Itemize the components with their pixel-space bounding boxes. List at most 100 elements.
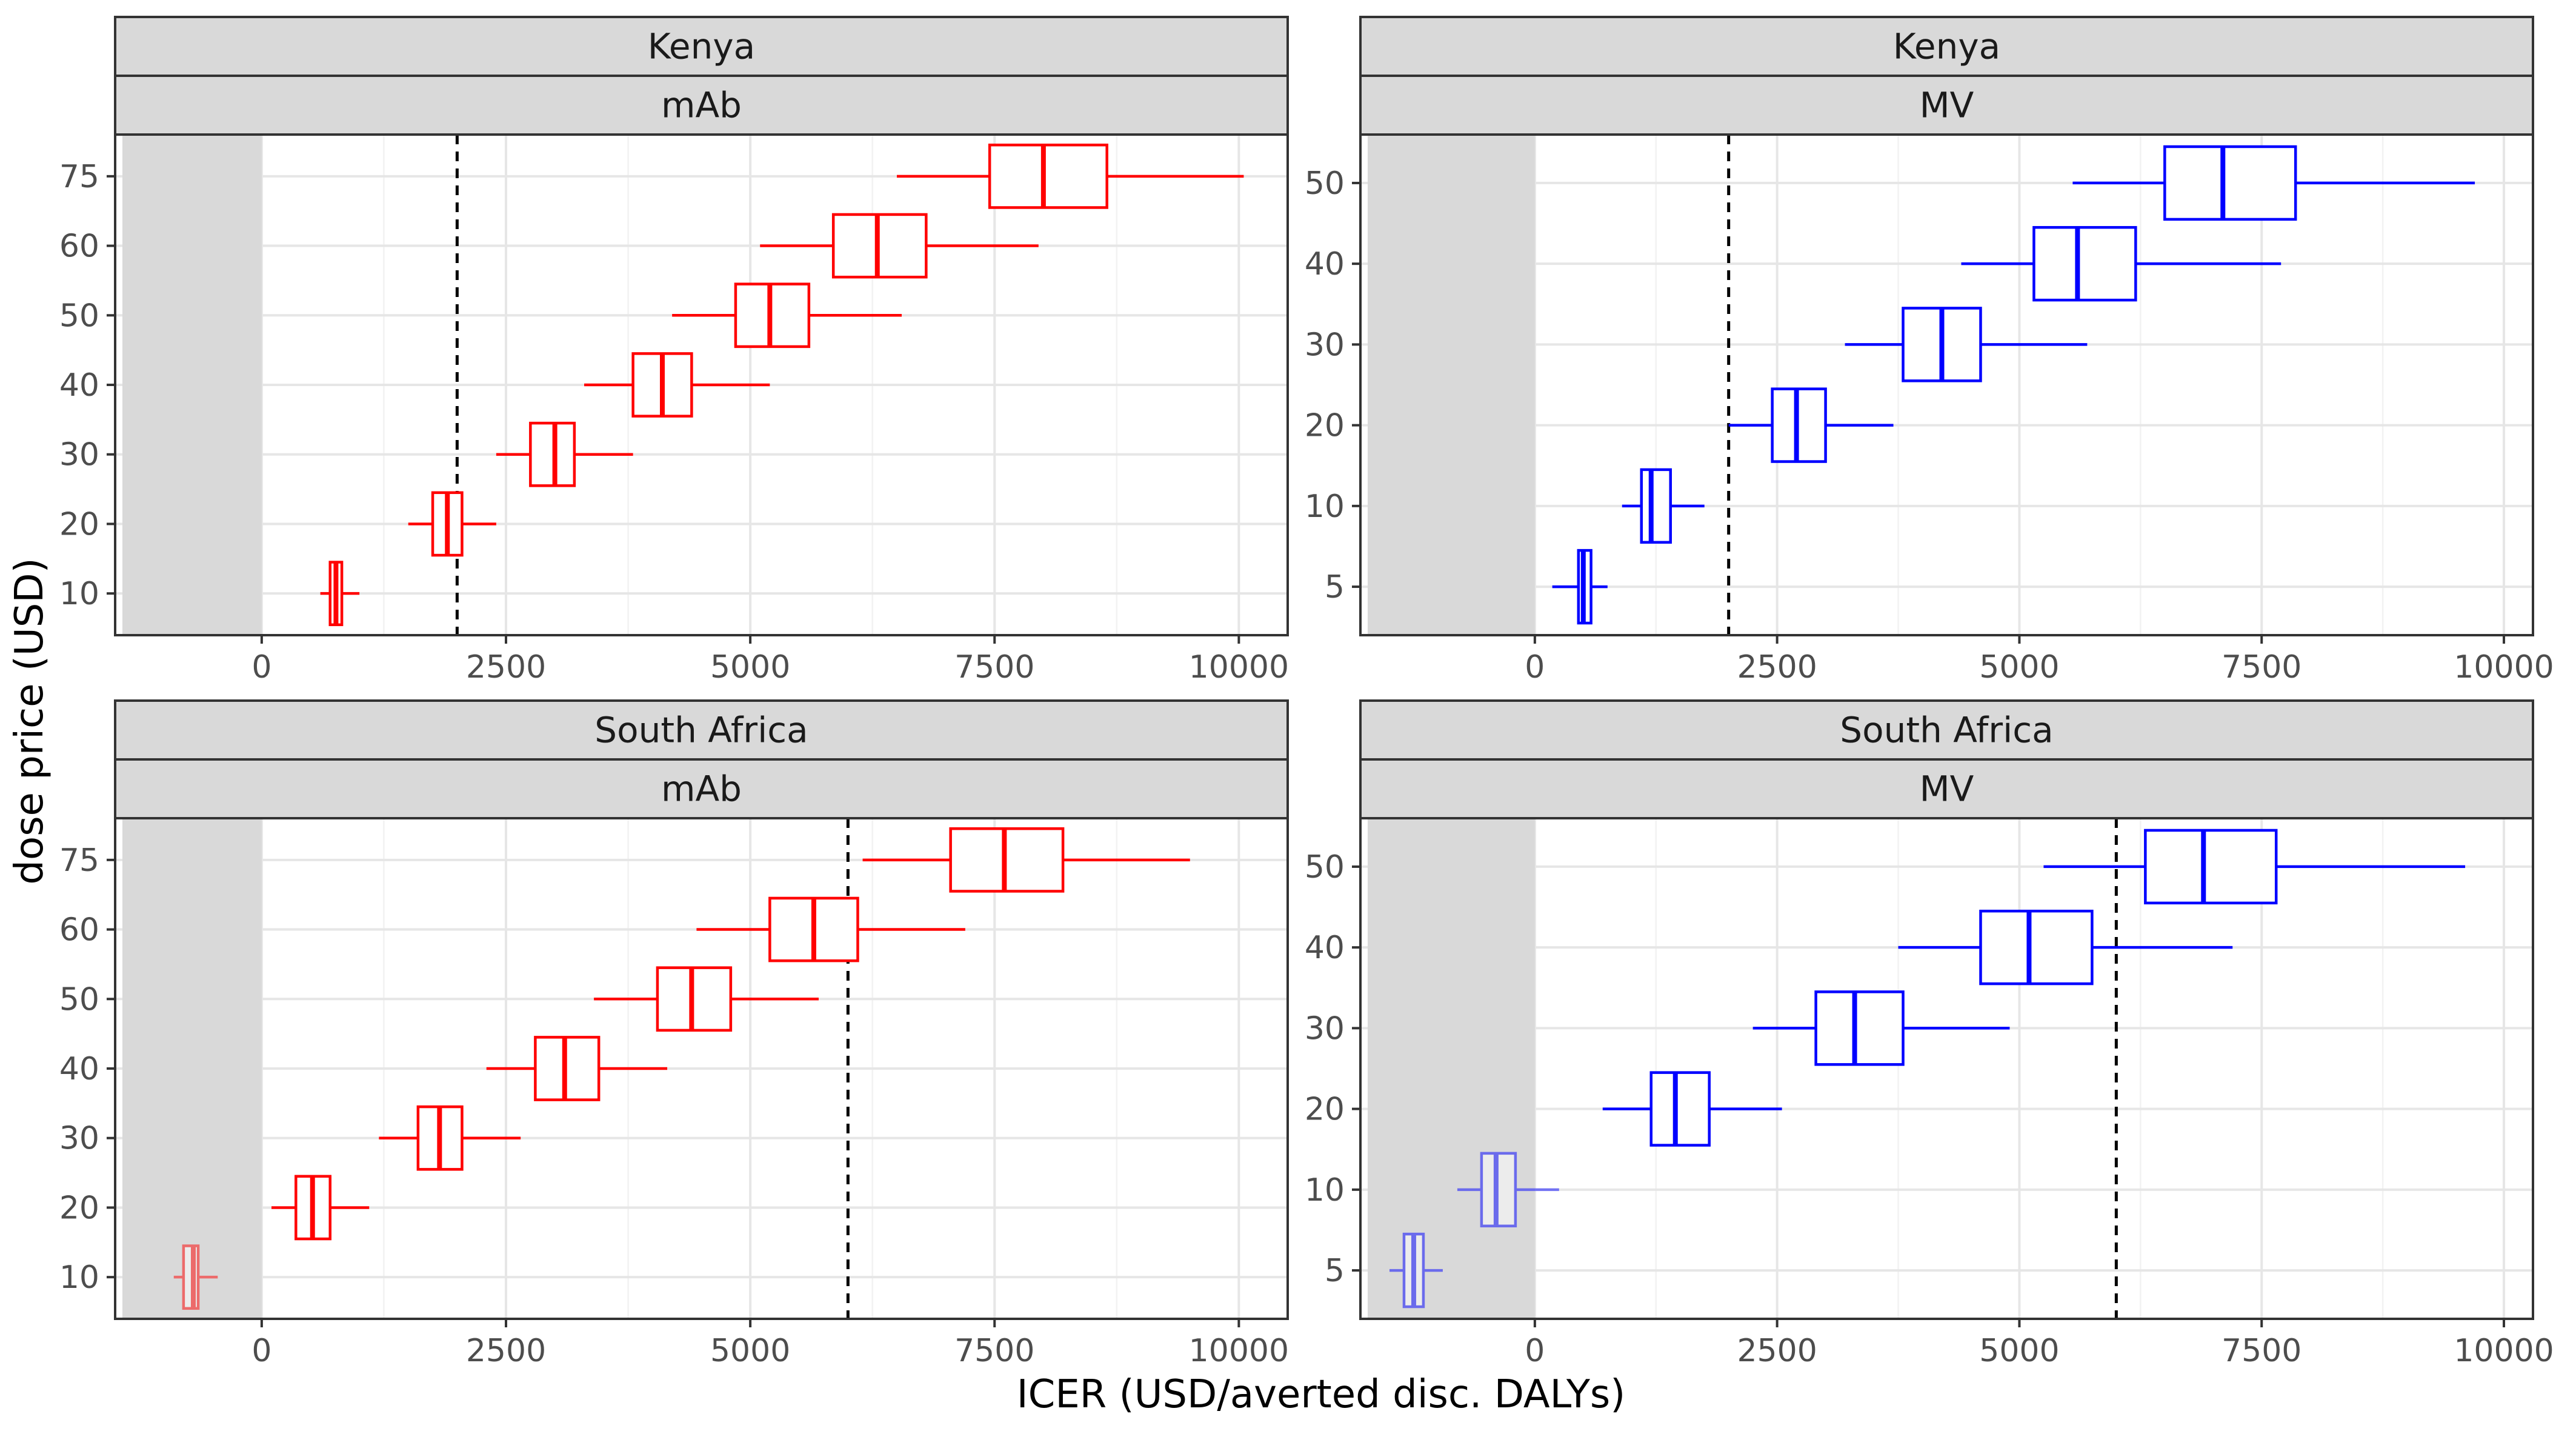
x-tick-label: 5000 (1979, 1333, 2059, 1369)
y-tick-label: 20 (1305, 408, 1345, 444)
y-tick-label: 50 (59, 298, 99, 334)
x-tick-label: 7500 (2222, 649, 2301, 685)
box-75 (897, 143, 1244, 209)
x-tick-label: 2500 (1737, 1333, 1817, 1369)
strip-mab (114, 75, 1289, 136)
box-10 (1622, 468, 1705, 544)
y-tick-label: 30 (59, 437, 99, 473)
negative-icer-region (122, 818, 262, 1319)
box-iqr (2032, 225, 2137, 302)
panel-border (1359, 133, 2534, 636)
panel-south-africa-mab: South Africa mAb 0 2500 5000 7500 10000 10 20 30 4… (59, 699, 1289, 1369)
x-tick-label: 0 (1525, 649, 1545, 685)
box-iqr (534, 1036, 601, 1101)
box-iqr (1649, 1071, 1711, 1147)
strip-label-south-africa: South Africa (594, 710, 808, 751)
x-tick-label: 10000 (2454, 649, 2554, 685)
strip-mv (1359, 75, 2534, 136)
y-tick-label: 20 (59, 506, 99, 542)
box-50 (672, 282, 902, 348)
box-30 (379, 1105, 521, 1171)
panel-border (1359, 817, 2534, 1320)
x-tick-label: 7500 (954, 1333, 1034, 1369)
box-20 (408, 491, 496, 557)
y-tick-label: 50 (1305, 849, 1345, 885)
box-iqr (1640, 468, 1672, 544)
x-tick-label: 2500 (466, 649, 546, 685)
strip-label-mv: MV (1920, 85, 1974, 126)
strip-label-kenya: Kenya (648, 26, 755, 67)
y-tick-label: 20 (59, 1190, 99, 1226)
strip-label-mab: mAb (661, 85, 742, 126)
x-tick-label: 5000 (710, 1333, 790, 1369)
strip-south-africa (114, 699, 1289, 761)
y-tick-label: 75 (59, 159, 99, 195)
box-40 (584, 352, 770, 418)
strip-label-mab: mAb (661, 769, 742, 810)
box-iqr (949, 827, 1065, 893)
box-5 (1389, 1232, 1443, 1309)
y-tick-label: 5 (1325, 569, 1345, 605)
x-tick-label: 5000 (710, 649, 790, 685)
x-tick-label: 10000 (1189, 649, 1289, 685)
x-tick-label: 7500 (954, 649, 1034, 685)
strip-kenya (114, 16, 1289, 77)
box-10 (1457, 1152, 1559, 1228)
y-tick-label: 30 (1305, 1010, 1345, 1047)
box-30 (496, 421, 633, 487)
box-iqr (734, 282, 811, 348)
box-30 (1752, 990, 2010, 1066)
negative-icer-region (1368, 135, 1535, 635)
y-tick-label: 40 (1305, 246, 1345, 282)
x-tick-label: 7500 (2222, 1333, 2301, 1369)
box-75 (862, 827, 1190, 893)
y-tick-label: 40 (59, 1051, 99, 1087)
strip-mab (114, 758, 1289, 819)
box-5 (1552, 549, 1608, 625)
strip-kenya (1359, 16, 2534, 77)
y-tick-label: 60 (59, 228, 99, 265)
y-tick-label: 30 (59, 1121, 99, 1157)
x-axis-title: ICER (USD/averted disc. DALYs) (1017, 1372, 1625, 1417)
negative-icer-region (122, 135, 262, 635)
box-30 (1845, 307, 2088, 382)
x-tick-label: 0 (251, 649, 271, 685)
y-tick-label: 30 (1305, 327, 1345, 363)
strip-label-kenya: Kenya (1893, 26, 2000, 67)
y-tick-label: 40 (59, 367, 99, 404)
box-50 (594, 966, 819, 1032)
panel-kenya-mv: Kenya MV 0 2500 5000 7500 10000 5 10 20 30 40 50 (1305, 16, 2554, 685)
box-10 (320, 561, 360, 627)
x-tick-label: 10000 (2454, 1333, 2554, 1369)
x-tick-label: 0 (1525, 1333, 1545, 1369)
box-iqr (2144, 829, 2278, 905)
negative-icer-region (1368, 818, 1535, 1319)
panel-kenya-mab: Kenya mAb 0 2500 5000 7500 10000 10 20 30 40 50 60 75 (59, 16, 1289, 685)
box-40 (486, 1036, 668, 1101)
box-60 (760, 213, 1039, 279)
y-tick-label: 60 (59, 912, 99, 949)
box-20 (271, 1175, 370, 1241)
box-iqr (831, 213, 928, 279)
y-tick-label: 50 (59, 981, 99, 1018)
y-axis-title: dose price (USD) (7, 558, 52, 884)
box-40 (1898, 909, 2233, 985)
strip-label-mv: MV (1920, 769, 1974, 810)
box-iqr (988, 143, 1108, 209)
y-tick-label: 75 (59, 842, 99, 879)
box-40 (1961, 225, 2281, 302)
panel-south-africa-mv: South Africa MV 0 2500 5000 7500 10000 5 10 20 30 4… (1305, 699, 2554, 1369)
box-50 (2043, 829, 2466, 905)
y-tick-label: 10 (59, 1259, 99, 1296)
box-iqr (529, 421, 576, 487)
box-60 (696, 896, 965, 962)
y-tick-label: 5 (1325, 1253, 1345, 1289)
y-tick-label: 50 (1305, 165, 1345, 202)
y-tick-label: 10 (1305, 1172, 1345, 1209)
x-tick-label: 5000 (1979, 649, 2059, 685)
box-iqr (656, 966, 733, 1032)
box-20 (1602, 1071, 1782, 1147)
strip-label-south-africa: South Africa (1840, 710, 2053, 751)
